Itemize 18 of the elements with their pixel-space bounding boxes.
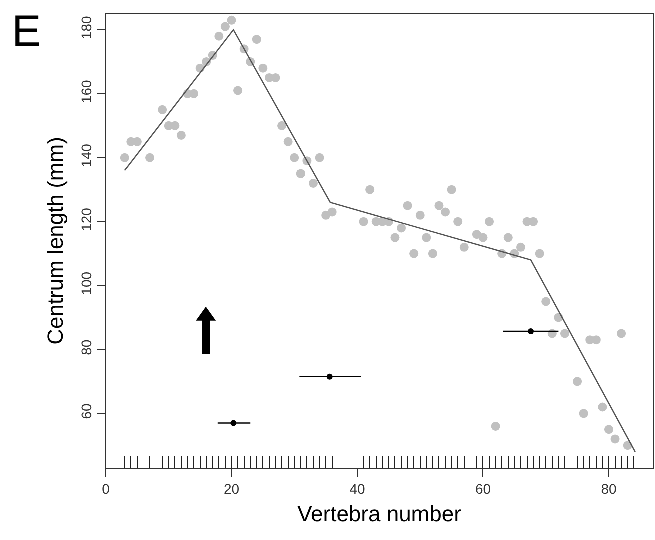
y-tick-label: 140 bbox=[78, 144, 94, 168]
point bbox=[230, 420, 237, 426]
point bbox=[326, 374, 333, 380]
x-tick-label: 0 bbox=[102, 480, 110, 497]
x-axis-title: Vertebra number bbox=[298, 502, 462, 527]
y-axis-title: Centrum length (mm) bbox=[43, 137, 68, 345]
y-tick-label: 120 bbox=[78, 208, 94, 232]
text: E bbox=[12, 7, 42, 56]
point bbox=[528, 328, 534, 334]
x-tick-label: 80 bbox=[601, 480, 617, 497]
x-tick-label: 40 bbox=[350, 480, 366, 497]
y-tick-label: 80 bbox=[78, 340, 94, 356]
x-tick-label: 60 bbox=[475, 480, 492, 497]
y-tick-label: 60 bbox=[78, 404, 94, 420]
y-tick-label: 100 bbox=[78, 272, 94, 296]
y-tick-label: 180 bbox=[78, 16, 94, 40]
x-tick-label: 20 bbox=[224, 480, 240, 497]
y-tick-label: 160 bbox=[78, 80, 94, 104]
